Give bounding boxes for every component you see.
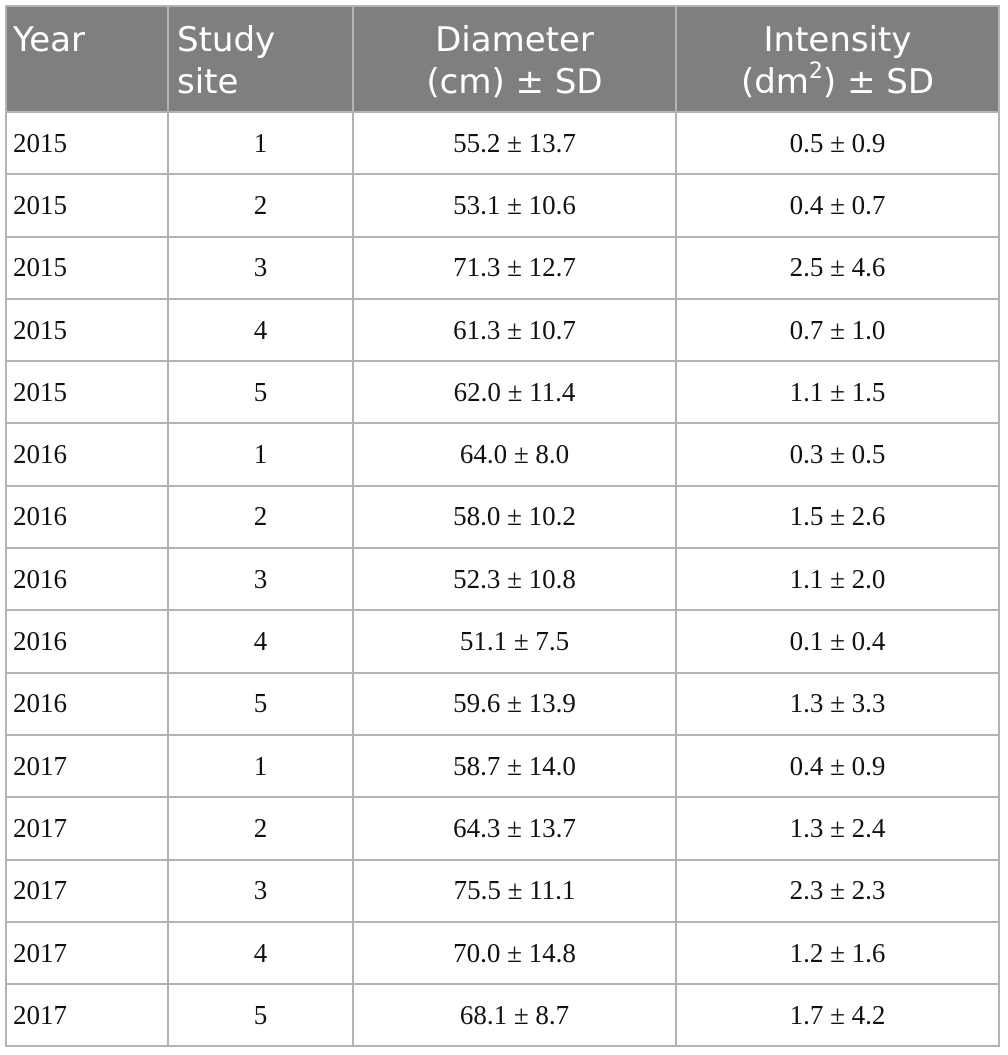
table-row: 2017 2 64.3 ± 13.7 1.3 ± 2.4 — [5, 796, 1000, 861]
cell-site: 1 — [167, 733, 354, 799]
cell-year: 2015 — [5, 110, 169, 176]
cell-diam: 61.3 ± 10.7 — [352, 297, 677, 363]
cell-diam: 64.0 ± 8.0 — [352, 422, 677, 487]
cell-int: 1.5 ± 2.6 — [675, 484, 1000, 550]
cell-site: 4 — [167, 297, 354, 363]
cell-year: 2015 — [5, 173, 169, 238]
cell-diam: 70.0 ± 14.8 — [352, 920, 677, 986]
header-intensity-exponent: 2 — [808, 58, 823, 84]
header-intensity-line1: Intensity — [763, 20, 912, 60]
cell-year: 2017 — [5, 796, 169, 861]
cell-year: 2017 — [5, 983, 169, 1048]
cell-diam: 52.3 ± 10.8 — [352, 547, 677, 612]
cell-diam: 64.3 ± 13.7 — [352, 796, 677, 861]
cell-year: 2016 — [5, 422, 169, 487]
cell-year: 2015 — [5, 360, 169, 425]
cell-site: 2 — [167, 484, 354, 550]
header-diameter-line2: (cm) ± SD — [426, 62, 603, 102]
cell-diam: 59.6 ± 13.9 — [352, 671, 677, 736]
cell-diam: 75.5 ± 11.1 — [352, 858, 677, 923]
cell-site: 5 — [167, 671, 354, 736]
header-diameter-line1: Diameter — [435, 20, 594, 60]
cell-int: 0.3 ± 0.5 — [675, 422, 1000, 487]
table-row: 2016 2 58.0 ± 10.2 1.5 ± 2.6 — [5, 484, 1000, 550]
cell-site: 2 — [167, 173, 354, 238]
table-row: 2016 3 52.3 ± 10.8 1.1 ± 2.0 — [5, 547, 1000, 612]
table-row: 2017 3 75.5 ± 11.1 2.3 ± 2.3 — [5, 858, 1000, 923]
cell-site: 5 — [167, 360, 354, 425]
header-study-site: Study site — [167, 5, 354, 113]
table-row: 2015 2 53.1 ± 10.6 0.4 ± 0.7 — [5, 173, 1000, 238]
cell-diam: 71.3 ± 12.7 — [352, 235, 677, 300]
cell-site: 4 — [167, 920, 354, 986]
cell-year: 2017 — [5, 733, 169, 799]
header-intensity-tail: ) ± SD — [822, 62, 935, 102]
cell-year: 2015 — [5, 297, 169, 363]
cell-year: 2017 — [5, 920, 169, 986]
cell-int: 0.4 ± 0.7 — [675, 173, 1000, 238]
header-intensity-unit: (dm — [740, 62, 809, 102]
cell-int: 2.3 ± 2.3 — [675, 858, 1000, 923]
cell-int: 1.1 ± 1.5 — [675, 360, 1000, 425]
cell-diam: 58.7 ± 14.0 — [352, 733, 677, 799]
cell-int: 0.5 ± 0.9 — [675, 110, 1000, 176]
cell-int: 2.5 ± 4.6 — [675, 235, 1000, 300]
cell-int: 0.7 ± 1.0 — [675, 297, 1000, 363]
table-row: 2017 5 68.1 ± 8.7 1.7 ± 4.2 — [5, 983, 1000, 1048]
table-row: 2015 5 62.0 ± 11.4 1.1 ± 1.5 — [5, 360, 1000, 425]
cell-diam: 53.1 ± 10.6 — [352, 173, 677, 238]
cell-site: 2 — [167, 796, 354, 861]
cell-site: 1 — [167, 422, 354, 487]
cell-year: 2016 — [5, 671, 169, 736]
cell-site: 3 — [167, 547, 354, 612]
table-row: 2017 1 58.7 ± 14.0 0.4 ± 0.9 — [5, 733, 1000, 799]
cell-site: 3 — [167, 235, 354, 300]
cell-int: 1.3 ± 3.3 — [675, 671, 1000, 736]
data-table: Year Study site Diameter (cm) ± SD Intens… — [5, 5, 1000, 1048]
cell-site: 1 — [167, 110, 354, 176]
cell-year: 2017 — [5, 858, 169, 923]
cell-year: 2015 — [5, 235, 169, 300]
cell-diam: 51.1 ± 7.5 — [352, 609, 677, 674]
table-row: 2015 4 61.3 ± 10.7 0.7 ± 1.0 — [5, 297, 1000, 363]
cell-diam: 68.1 ± 8.7 — [352, 983, 677, 1048]
cell-site: 4 — [167, 609, 354, 674]
cell-int: 1.2 ± 1.6 — [675, 920, 1000, 986]
cell-site: 5 — [167, 983, 354, 1048]
cell-year: 2016 — [5, 484, 169, 550]
header-row: Year Study site Diameter (cm) ± SD Intens… — [5, 5, 1000, 113]
cell-diam: 62.0 ± 11.4 — [352, 360, 677, 425]
table-row: 2016 1 64.0 ± 8.0 0.3 ± 0.5 — [5, 422, 1000, 487]
header-year: Year — [5, 5, 169, 113]
header-diameter: Diameter (cm) ± SD — [352, 5, 677, 113]
cell-int: 1.3 ± 2.4 — [675, 796, 1000, 861]
cell-int: 0.4 ± 0.9 — [675, 733, 1000, 799]
table-row: 2017 4 70.0 ± 14.8 1.2 ± 1.6 — [5, 920, 1000, 986]
cell-int: 1.1 ± 2.0 — [675, 547, 1000, 612]
cell-diam: 58.0 ± 10.2 — [352, 484, 677, 550]
cell-int: 0.1 ± 0.4 — [675, 609, 1000, 674]
table-row: 2015 3 71.3 ± 12.7 2.5 ± 4.6 — [5, 235, 1000, 300]
cell-site: 3 — [167, 858, 354, 923]
table-row: 2016 5 59.6 ± 13.9 1.3 ± 3.3 — [5, 671, 1000, 736]
cell-diam: 55.2 ± 13.7 — [352, 110, 677, 176]
table-row: 2015 1 55.2 ± 13.7 0.5 ± 0.9 — [5, 110, 1000, 176]
cell-year: 2016 — [5, 609, 169, 674]
table-body: 2015 1 55.2 ± 13.7 0.5 ± 0.9 2015 2 53.1 ± 10.… — [5, 110, 1000, 1048]
cell-year: 2016 — [5, 547, 169, 612]
table-header: Year Study site Diameter (cm) ± SD Intens… — [5, 5, 1000, 113]
cell-int: 1.7 ± 4.2 — [675, 983, 1000, 1048]
header-intensity: Intensity (dm2) ± SD — [675, 5, 1000, 113]
table-row: 2016 4 51.1 ± 7.5 0.1 ± 0.4 — [5, 609, 1000, 674]
